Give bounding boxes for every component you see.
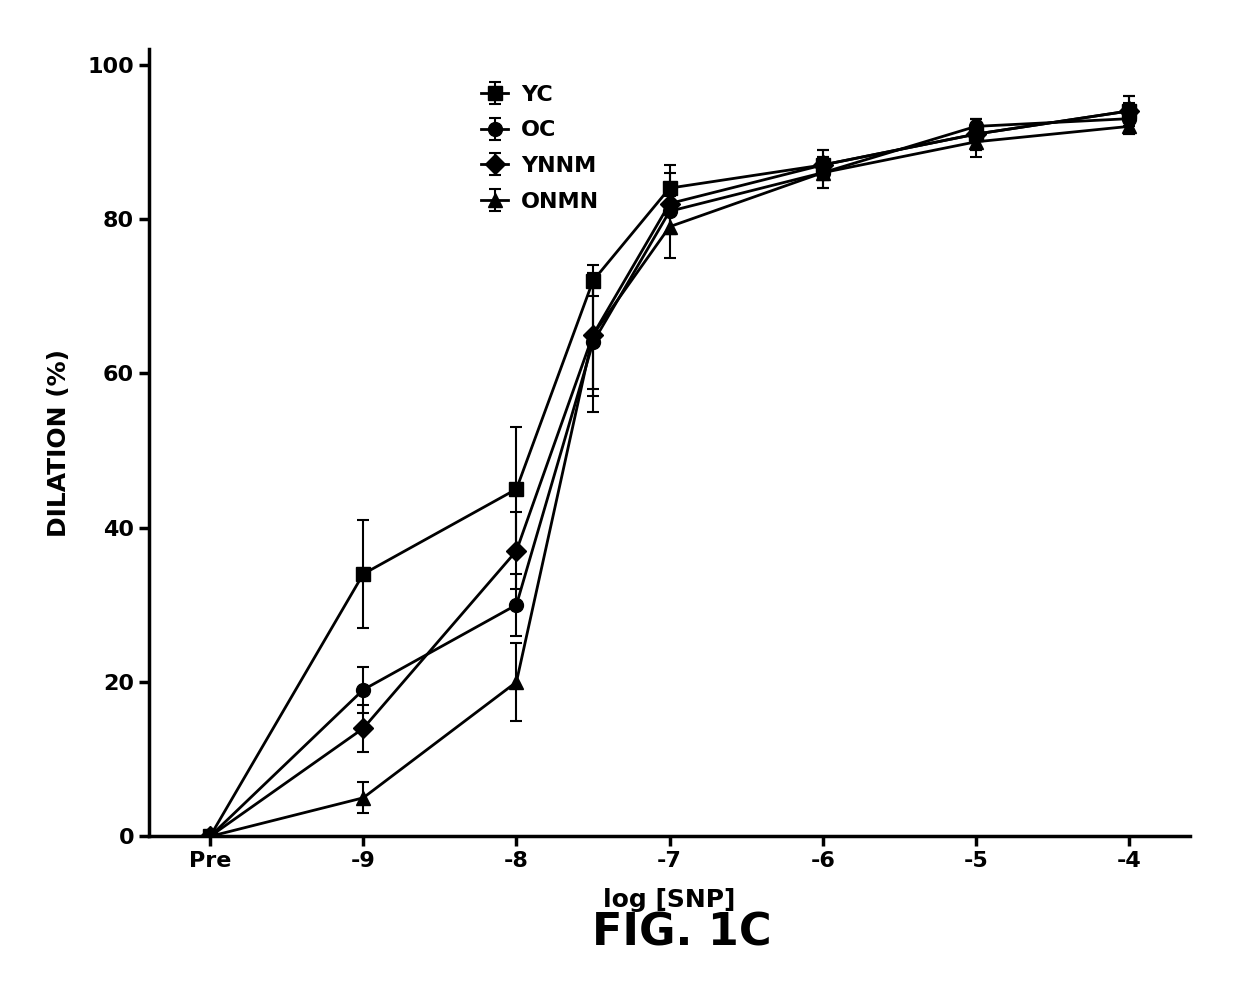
- Text: FIG. 1C: FIG. 1C: [593, 911, 771, 954]
- X-axis label: log [SNP]: log [SNP]: [604, 888, 735, 911]
- Y-axis label: DILATION (%): DILATION (%): [47, 348, 71, 537]
- Legend: YC, OC, YNNM, ONMN: YC, OC, YNNM, ONMN: [472, 76, 609, 220]
